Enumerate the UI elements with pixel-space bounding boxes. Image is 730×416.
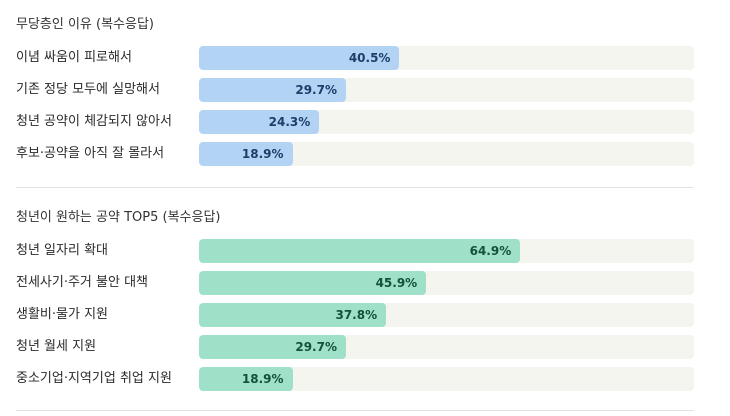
reasons-bar: 40.5% xyxy=(199,46,400,70)
pledges-row: 중소기업·지역기업 취업 지원 18.9% xyxy=(16,367,694,391)
reasons-bar-track: 18.9% xyxy=(199,142,694,166)
pledges-bar-track: 64.9% xyxy=(199,239,694,263)
pledges-bar-value: 64.9% xyxy=(469,244,512,258)
section-divider xyxy=(16,187,694,188)
reasons-bar-value: 40.5% xyxy=(348,51,391,65)
reasons-row: 청년 공약이 체감되지 않아서 24.3% xyxy=(16,110,694,134)
reasons-bar-track: 24.3% xyxy=(199,110,694,134)
reasons-row: 이념 싸움이 피로해서 40.5% xyxy=(16,46,694,70)
pledges-bar: 29.7% xyxy=(199,335,346,359)
reasons-bar-value: 18.9% xyxy=(241,147,284,161)
pledges-section: 청년이 원하는 공약 TOP5 (복수응답) 청년 일자리 확대 64.9% 전세사… xyxy=(16,209,694,395)
reasons-section: 무당층인 이유 (복수응답) 이념 싸움이 피로해서 40.5% 기존 정당 모두에… xyxy=(16,16,694,172)
pledges-bar-value: 45.9% xyxy=(375,276,418,290)
reasons-bar-value: 29.7% xyxy=(295,83,337,97)
reasons-row: 기존 정당 모두에 실망해서 29.7% xyxy=(16,78,694,102)
pledges-bar-value: 29.7% xyxy=(295,340,337,354)
pledges-bar-value: 18.9% xyxy=(241,372,284,386)
pledges-bar-track: 18.9% xyxy=(199,367,694,391)
reasons-row-label: 후보·공약을 아직 잘 몰라서 xyxy=(16,146,165,161)
reasons-bar-track: 29.7% xyxy=(199,78,694,102)
pledges-row: 청년 월세 지원 29.7% xyxy=(16,335,694,359)
pledges-bar-value: 37.8% xyxy=(335,308,378,322)
reasons-row-label: 기존 정당 모두에 실망해서 xyxy=(16,82,160,97)
bottom-divider xyxy=(16,410,694,411)
reasons-bar: 18.9% xyxy=(199,142,293,166)
reasons-bar-value: 24.3% xyxy=(268,115,311,129)
pledges-bar: 18.9% xyxy=(199,367,293,391)
pledges-row-label: 전세사기·주거 불안 대책 xyxy=(16,275,148,290)
pledges-row-label: 생활비·물가 지원 xyxy=(16,307,108,322)
pledges-bar: 45.9% xyxy=(199,271,427,295)
pledges-bar-track: 45.9% xyxy=(199,271,694,295)
reasons-row-label: 이념 싸움이 피로해서 xyxy=(16,50,132,65)
reasons-bar-track: 40.5% xyxy=(199,46,694,70)
reasons-title: 무당층인 이유 (복수응답) xyxy=(16,17,155,32)
pledges-bar: 64.9% xyxy=(199,239,521,263)
pledges-bar: 37.8% xyxy=(199,303,387,327)
pledges-row-label: 청년 일자리 확대 xyxy=(16,243,108,258)
pledges-row-label: 중소기업·지역기업 취업 지원 xyxy=(16,371,172,386)
pledges-bar-track: 29.7% xyxy=(199,335,694,359)
pledges-row: 생활비·물가 지원 37.8% xyxy=(16,303,694,327)
pledges-bar-track: 37.8% xyxy=(199,303,694,327)
pledges-row: 전세사기·주거 불안 대책 45.9% xyxy=(16,271,694,295)
reasons-bar: 24.3% xyxy=(199,110,320,134)
reasons-row: 후보·공약을 아직 잘 몰라서 18.9% xyxy=(16,142,694,166)
pledges-title: 청년이 원하는 공약 TOP5 (복수응답) xyxy=(16,210,221,225)
pledges-row: 청년 일자리 확대 64.9% xyxy=(16,239,694,263)
pledges-row-label: 청년 월세 지원 xyxy=(16,339,97,354)
reasons-bar: 29.7% xyxy=(199,78,346,102)
reasons-row-label: 청년 공약이 체감되지 않아서 xyxy=(16,114,172,129)
